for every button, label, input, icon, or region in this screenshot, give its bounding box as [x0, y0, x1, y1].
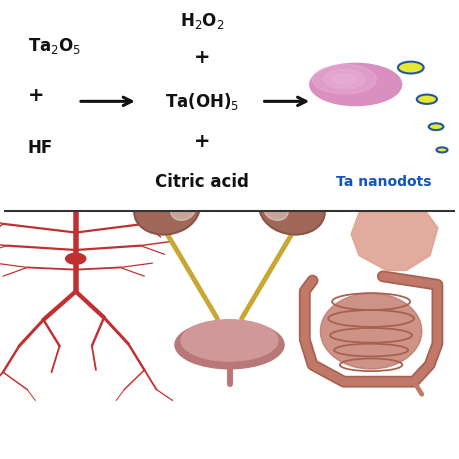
Circle shape: [429, 123, 443, 130]
Text: Ta nanodots: Ta nanodots: [336, 174, 431, 189]
Circle shape: [437, 147, 448, 152]
Text: Ta(OH)$_5$: Ta(OH)$_5$: [165, 91, 239, 112]
Text: HF: HF: [28, 139, 53, 157]
Ellipse shape: [259, 185, 325, 235]
Ellipse shape: [175, 321, 284, 369]
Circle shape: [66, 253, 86, 264]
Ellipse shape: [171, 199, 196, 220]
Ellipse shape: [134, 185, 200, 235]
Polygon shape: [352, 201, 437, 270]
Circle shape: [398, 62, 424, 73]
Ellipse shape: [320, 293, 422, 369]
Ellipse shape: [181, 320, 278, 361]
Text: +: +: [28, 85, 44, 105]
Text: Ta$_2$O$_5$: Ta$_2$O$_5$: [28, 36, 81, 56]
Text: +: +: [194, 132, 210, 151]
Circle shape: [417, 95, 437, 104]
Text: +: +: [194, 48, 210, 67]
Circle shape: [310, 63, 402, 106]
Text: Citric acid: Citric acid: [155, 173, 249, 190]
Circle shape: [333, 74, 356, 84]
Circle shape: [324, 70, 365, 89]
Ellipse shape: [263, 199, 288, 220]
Text: H$_2$O$_2$: H$_2$O$_2$: [179, 11, 224, 31]
Circle shape: [312, 64, 376, 94]
